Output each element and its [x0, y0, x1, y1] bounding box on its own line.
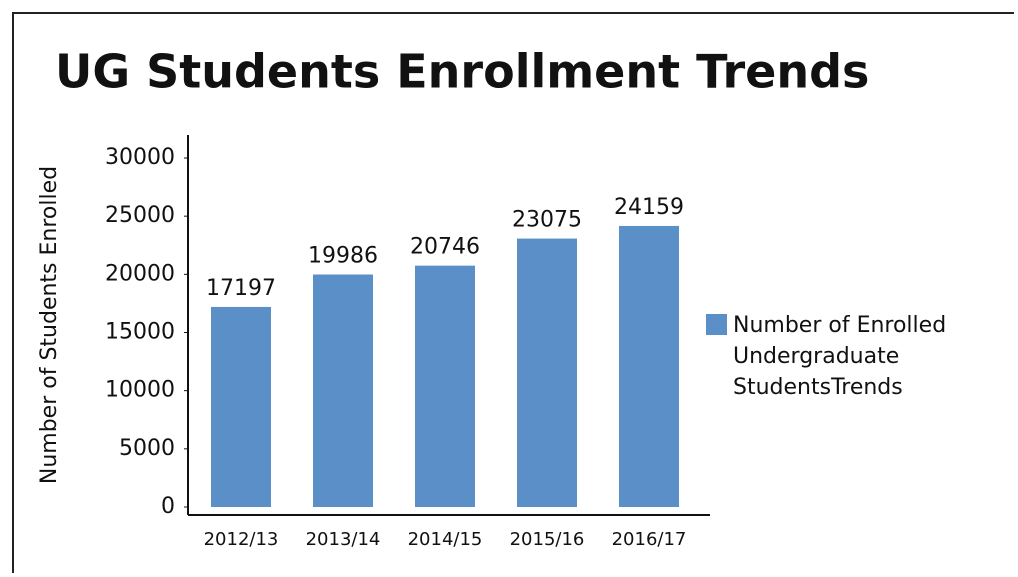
- bar: [313, 274, 373, 507]
- legend-swatch: [706, 314, 727, 335]
- data-label: 19986: [308, 243, 378, 268]
- bar: [415, 265, 475, 507]
- frame: [12, 12, 1014, 573]
- x-tick-label: 2012/13: [204, 529, 279, 550]
- y-tick-label: 10000: [105, 378, 175, 403]
- bar: [517, 238, 577, 507]
- chart-title: UG Students Enrollment Trends: [55, 45, 869, 99]
- y-tick-label: 25000: [105, 203, 175, 228]
- y-axis-label: Number of Students Enrolled: [37, 166, 62, 484]
- data-label: 24159: [614, 195, 684, 220]
- legend: Number of Enrolled Undergraduate Student…: [706, 310, 966, 403]
- y-tick-label: 30000: [105, 145, 175, 170]
- bar: [211, 306, 271, 507]
- x-tick-label: 2016/17: [612, 529, 687, 550]
- data-label: 23075: [512, 208, 582, 233]
- bar: [619, 225, 679, 507]
- x-tick-label: 2014/15: [408, 529, 483, 550]
- y-tick-label: 5000: [119, 436, 175, 461]
- legend-label: Number of Enrolled Undergraduate Student…: [733, 313, 947, 400]
- data-label: 20746: [410, 235, 480, 260]
- y-tick-label: 0: [161, 494, 175, 519]
- y-tick-label: 20000: [105, 261, 175, 286]
- data-label: 17197: [206, 276, 276, 301]
- y-tick-label: 15000: [105, 320, 175, 345]
- x-tick-label: 2015/16: [510, 529, 585, 550]
- x-tick-label: 2013/14: [306, 529, 381, 550]
